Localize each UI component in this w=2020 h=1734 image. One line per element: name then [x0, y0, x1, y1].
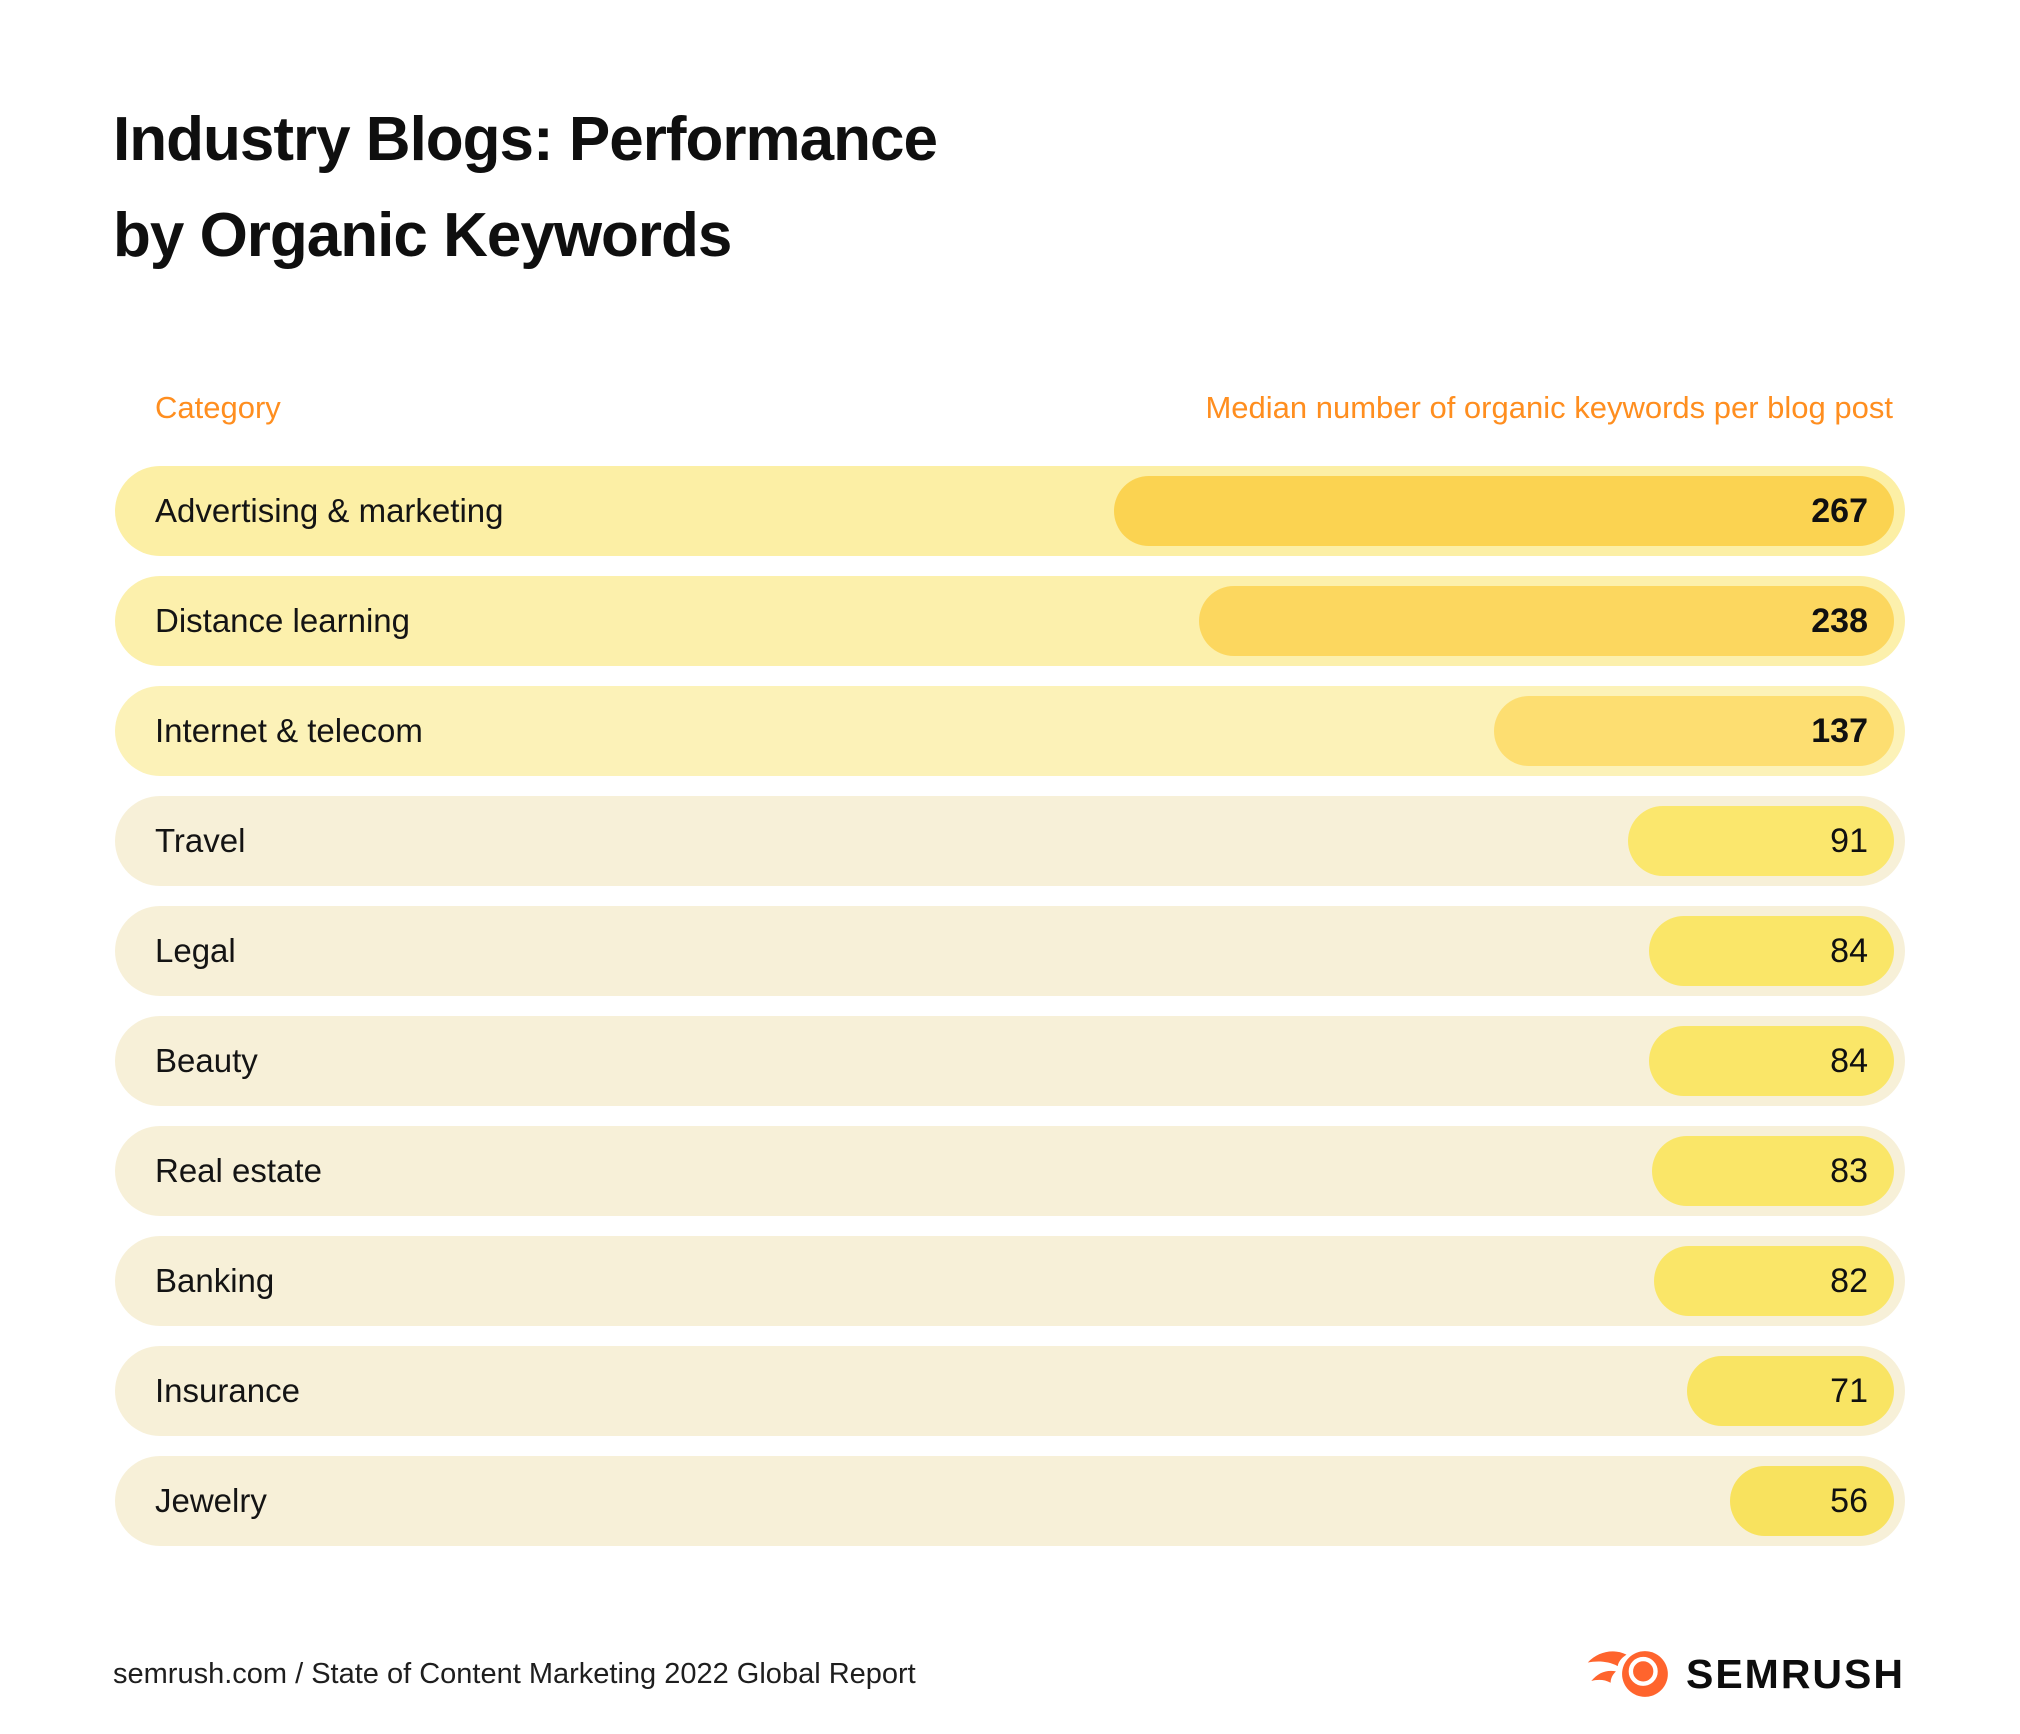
category-label: Beauty [155, 1042, 258, 1079]
chart-row: Internet & telecom 137 [115, 686, 1905, 776]
bar-chart: Advertising & marketing 267 Distance lea… [115, 466, 1905, 1566]
source-attribution: semrush.com / State of Content Marketing… [113, 1657, 916, 1690]
chart-row: Insurance 71 [115, 1346, 1905, 1436]
value-label: 84 [1830, 931, 1868, 970]
chart-row: Advertising & marketing 267 [115, 466, 1905, 556]
value-bar: 71 [1687, 1356, 1894, 1426]
value-label: 267 [1811, 491, 1868, 530]
category-label: Distance learning [155, 602, 410, 639]
semrush-wordmark: SEMRUSH [1685, 1650, 1905, 1697]
category-label: Jewelry [155, 1482, 267, 1519]
chart-row: Legal 84 [115, 906, 1905, 996]
value-label: 56 [1830, 1481, 1868, 1520]
category-label: Banking [155, 1262, 275, 1299]
value-bar: 84 [1649, 916, 1894, 986]
value-bar: 238 [1199, 586, 1894, 656]
category-label: Legal [155, 932, 236, 969]
value-label: 83 [1830, 1151, 1868, 1190]
chart-row: Banking 82 [115, 1236, 1905, 1326]
value-bar: 91 [1628, 806, 1894, 876]
semrush-flame-icon [1586, 1646, 1674, 1702]
chart-row: Real estate 83 [115, 1126, 1905, 1216]
chart-row: Travel 91 [115, 796, 1905, 886]
value-bar: 84 [1649, 1026, 1894, 1096]
semrush-logo: SEMRUSH [1586, 1646, 1905, 1702]
chart-row: Distance learning 238 [115, 576, 1905, 666]
footer: semrush.com / State of Content Marketing… [113, 1642, 1905, 1706]
page-title-line1: Industry Blogs: Performance [113, 105, 938, 174]
value-label: 91 [1830, 821, 1868, 860]
value-bar: 83 [1652, 1136, 1894, 1206]
category-column-header: Category [155, 390, 281, 425]
category-label: Internet & telecom [155, 712, 423, 749]
value-label: 82 [1830, 1261, 1868, 1300]
page-title-line2: by Organic Keywords [113, 201, 732, 270]
value-column-header: Median number of organic keywords per bl… [1205, 390, 1893, 425]
category-label: Advertising & marketing [155, 492, 504, 529]
value-label: 84 [1830, 1041, 1868, 1080]
value-label: 137 [1811, 711, 1868, 750]
value-label: 71 [1830, 1371, 1868, 1410]
page-title: Industry Blogs: Performance by Organic K… [113, 92, 938, 284]
value-bar: 56 [1730, 1466, 1894, 1536]
value-label: 238 [1811, 601, 1868, 640]
category-label: Insurance [155, 1372, 300, 1409]
column-headers: Category Median number of organic keywor… [155, 390, 1893, 426]
chart-row: Beauty 84 [115, 1016, 1905, 1106]
category-label: Real estate [155, 1152, 322, 1189]
value-bar: 137 [1494, 696, 1894, 766]
value-bar: 82 [1654, 1246, 1894, 1316]
chart-row: Jewelry 56 [115, 1456, 1905, 1546]
category-label: Travel [155, 822, 246, 859]
value-bar: 267 [1114, 476, 1894, 546]
